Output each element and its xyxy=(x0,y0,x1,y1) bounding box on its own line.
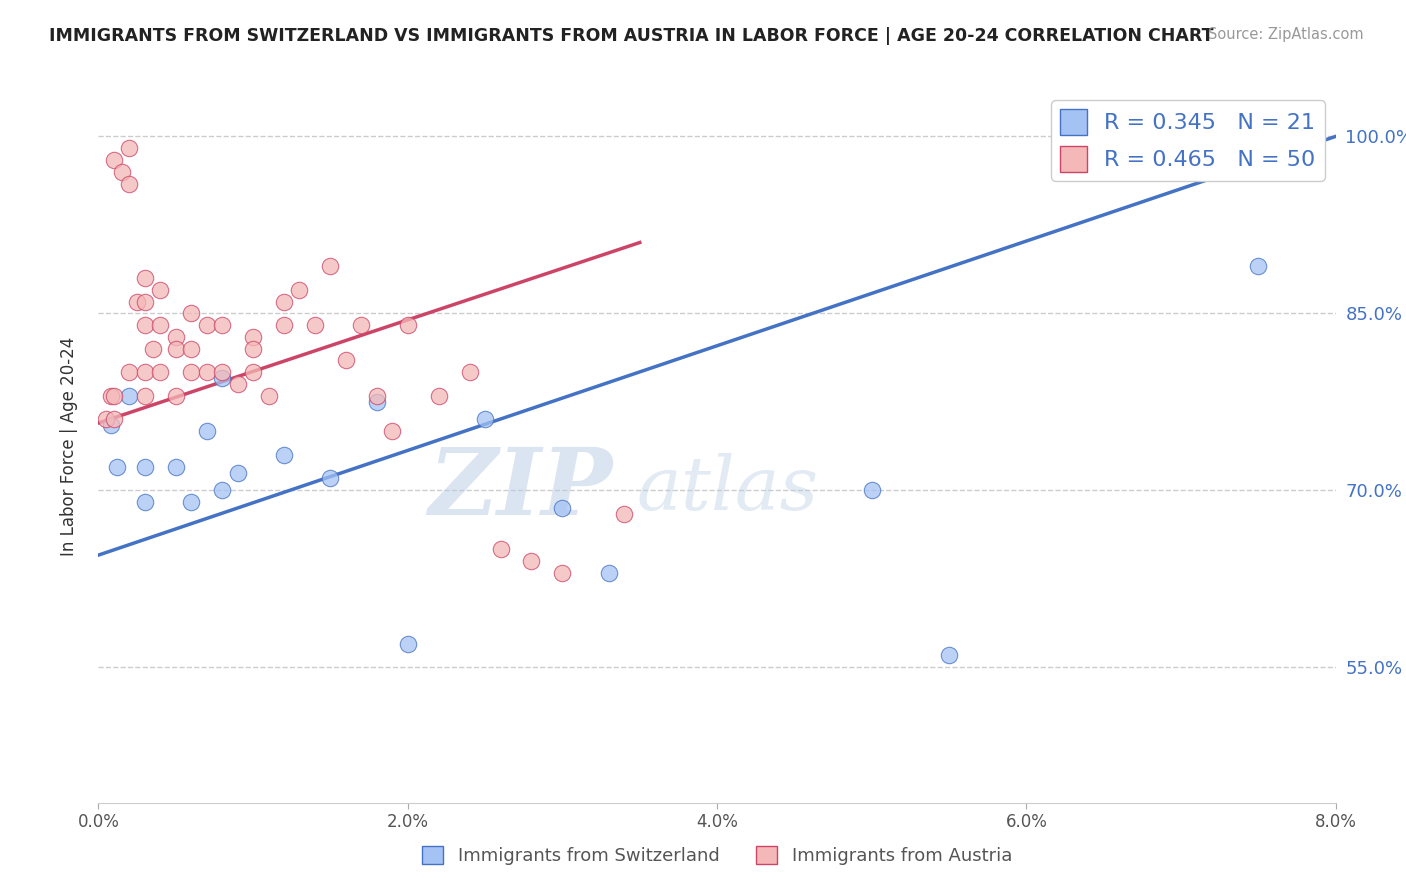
Point xyxy=(100,418,122,433)
Point xyxy=(860,483,883,498)
Point xyxy=(427,389,450,403)
Point xyxy=(211,318,233,332)
Point xyxy=(134,271,156,285)
Point xyxy=(474,412,496,426)
Point xyxy=(350,318,373,332)
Point xyxy=(118,141,141,155)
Y-axis label: In Labor Force | Age 20-24: In Labor Force | Age 20-24 xyxy=(59,336,77,556)
Point xyxy=(103,389,125,403)
Point xyxy=(165,459,187,474)
Point xyxy=(304,318,326,332)
Point xyxy=(180,306,202,320)
Point xyxy=(134,495,156,509)
Point xyxy=(134,389,156,403)
Point xyxy=(396,318,419,332)
Point xyxy=(149,365,172,379)
Point xyxy=(118,177,141,191)
Point xyxy=(273,294,295,309)
Point xyxy=(180,342,202,356)
Point xyxy=(103,412,125,426)
Point xyxy=(149,283,172,297)
Point xyxy=(165,389,187,403)
Point xyxy=(195,365,218,379)
Point xyxy=(551,500,574,515)
Point xyxy=(127,294,149,309)
Point xyxy=(195,318,218,332)
Point xyxy=(366,394,388,409)
Point xyxy=(105,459,128,474)
Point xyxy=(111,165,134,179)
Point xyxy=(396,636,419,650)
Point xyxy=(319,471,342,485)
Point xyxy=(118,365,141,379)
Point xyxy=(366,389,388,403)
Point xyxy=(273,448,295,462)
Point xyxy=(211,365,233,379)
Point xyxy=(226,377,249,392)
Point xyxy=(134,294,156,309)
Point xyxy=(165,330,187,344)
Point xyxy=(134,318,156,332)
Point xyxy=(938,648,960,663)
Point xyxy=(180,365,202,379)
Point xyxy=(1247,259,1270,273)
Text: atlas: atlas xyxy=(637,452,818,525)
Point xyxy=(257,389,280,403)
Point xyxy=(134,459,156,474)
Point xyxy=(273,318,295,332)
Point xyxy=(458,365,481,379)
Point xyxy=(551,566,574,580)
Legend: Immigrants from Switzerland, Immigrants from Austria: Immigrants from Switzerland, Immigrants … xyxy=(415,838,1019,872)
Text: IMMIGRANTS FROM SWITZERLAND VS IMMIGRANTS FROM AUSTRIA IN LABOR FORCE | AGE 20-2: IMMIGRANTS FROM SWITZERLAND VS IMMIGRANT… xyxy=(49,27,1213,45)
Point xyxy=(211,371,233,385)
Point xyxy=(100,389,122,403)
Point xyxy=(226,466,249,480)
Point xyxy=(613,507,636,521)
Point xyxy=(195,424,218,438)
Point xyxy=(134,365,156,379)
Point xyxy=(142,342,165,356)
Point xyxy=(103,153,125,167)
Point xyxy=(242,365,264,379)
Text: Source: ZipAtlas.com: Source: ZipAtlas.com xyxy=(1208,27,1364,42)
Point xyxy=(165,342,187,356)
Point xyxy=(149,318,172,332)
Point xyxy=(118,389,141,403)
Point xyxy=(335,353,357,368)
Point xyxy=(96,412,118,426)
Point xyxy=(489,542,512,557)
Point xyxy=(520,554,543,568)
Point xyxy=(319,259,342,273)
Point xyxy=(288,283,311,297)
Point xyxy=(381,424,404,438)
Point xyxy=(180,495,202,509)
Point xyxy=(242,342,264,356)
Point xyxy=(242,330,264,344)
Point xyxy=(598,566,620,580)
Point xyxy=(211,483,233,498)
Text: ZIP: ZIP xyxy=(427,444,612,533)
